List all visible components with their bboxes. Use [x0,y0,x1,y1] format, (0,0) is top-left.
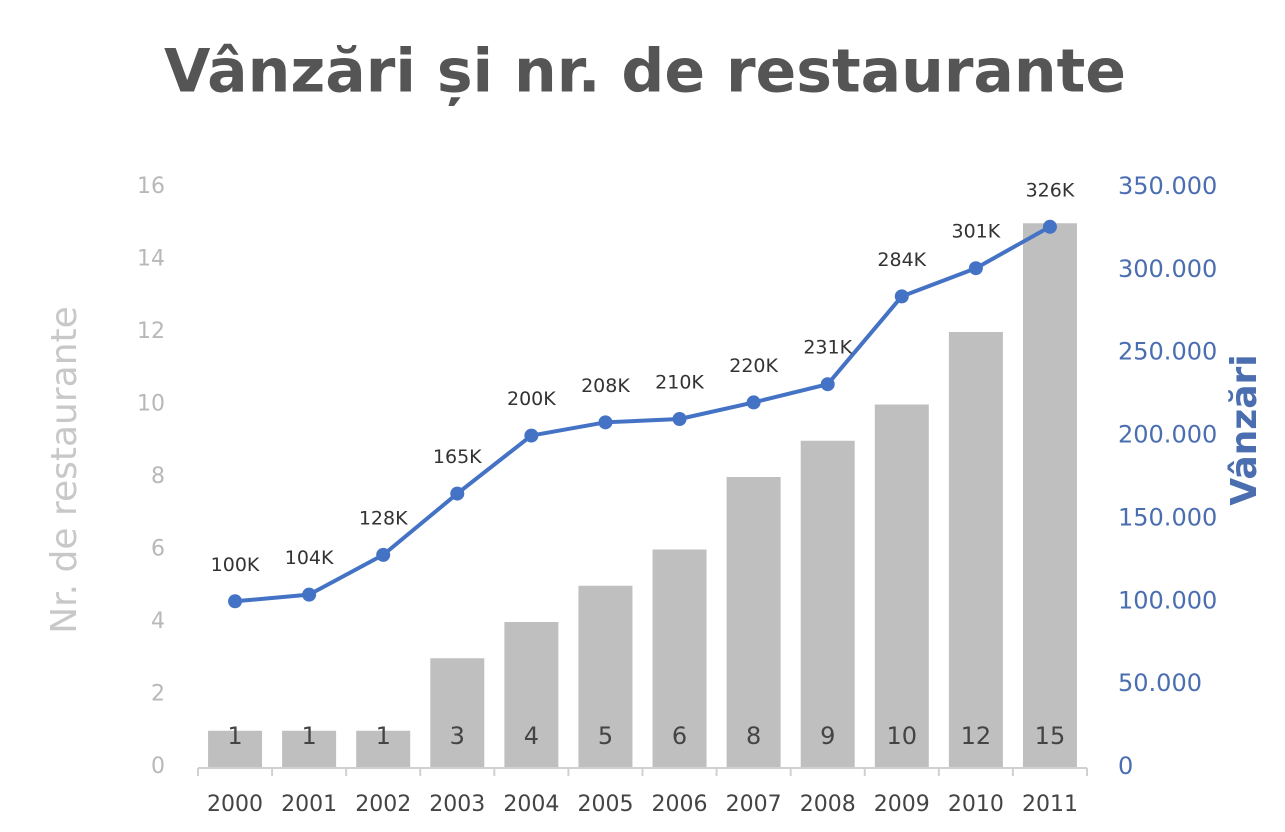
x-tick-label: 2004 [503,792,559,817]
bar [726,477,781,767]
bar-label: 1 [376,722,391,750]
bar [208,730,263,767]
line-point [968,261,983,276]
bar-label: 1 [301,722,316,750]
bar-label: 4 [524,722,539,750]
x-tick-label: 2007 [726,792,782,817]
y2-tick-label: 0 [1118,752,1133,780]
point-label: 231K [803,337,852,359]
point-label: 301K [952,221,1001,243]
bar-label: 6 [672,722,687,750]
x-tick-label: 2011 [1022,792,1078,817]
y-tick-label: 12 [137,319,165,344]
line-point [450,486,465,501]
point-label: 284K [877,249,926,271]
line-point [746,395,761,410]
line-point [376,547,391,562]
bar [578,585,633,767]
y-tick-label: 14 [137,247,165,272]
y-tick-label: 16 [137,174,165,199]
y-axis-title: Nr. de restaurante [44,306,85,634]
bar-label: 12 [961,722,992,750]
y-tick-label: 8 [151,464,165,489]
bar [430,658,485,767]
bar-label: 5 [598,722,613,750]
y2-tick-label: 50.000 [1118,669,1202,697]
bar-label: 9 [820,722,835,750]
line-point [302,587,317,602]
bar [800,440,855,767]
bar-label: 10 [887,722,918,750]
y2-tick-label: 250.000 [1118,338,1217,366]
x-tick-label: 2003 [429,792,485,817]
point-label: 100K [211,554,260,576]
y-tick-label: 0 [151,754,165,779]
bar [652,549,707,767]
line-point [672,412,687,426]
y-tick-label: 10 [137,392,165,417]
line-point [894,289,909,304]
point-label: 326K [1026,179,1075,201]
line-point [820,377,835,392]
point-label: 220K [729,355,778,377]
bar [1022,223,1077,767]
bar [504,622,559,767]
line-point [1042,219,1057,234]
bar-label: 1 [227,722,242,750]
y2-axis-title: Vânzări [1224,354,1265,505]
x-tick-label: 2002 [355,792,411,817]
y-tick-label: 6 [151,537,165,562]
line-point [524,428,539,443]
line-point [228,594,243,609]
bar [948,332,1003,767]
point-label: 128K [359,507,408,529]
point-label: 208K [581,375,630,397]
x-tick-label: 2009 [874,792,930,817]
y2-tick-label: 150.000 [1118,503,1217,531]
x-tick-label: 2001 [281,792,337,817]
chart-title: Vânzări și nr. de restaurante [164,37,1126,107]
bar [356,730,411,767]
line-point [598,415,613,430]
y-tick-label: 4 [151,609,165,634]
bar [282,730,337,767]
y-tick-label: 2 [151,682,165,707]
bar [874,404,929,767]
y2-tick-label: 200.000 [1118,421,1217,449]
bar-label: 8 [746,722,761,750]
point-label: 104K [285,547,334,569]
x-tick-label: 2010 [948,792,1004,817]
line [234,225,1051,604]
x-tick-label: 2005 [577,792,633,817]
x-tick-label: 2000 [207,792,263,817]
y2-tick-label: 350.000 [1118,172,1217,200]
point-label: 210K [655,372,704,394]
y2-tick-label: 100.000 [1118,586,1217,614]
point-label: 165K [433,446,482,468]
point-label: 200K [507,388,556,410]
y2-tick-label: 300.000 [1118,255,1217,283]
x-tick-label: 2008 [800,792,856,817]
bar-label: 3 [450,722,465,750]
x-tick-label: 2006 [652,792,708,817]
bar-label: 15 [1035,722,1066,750]
